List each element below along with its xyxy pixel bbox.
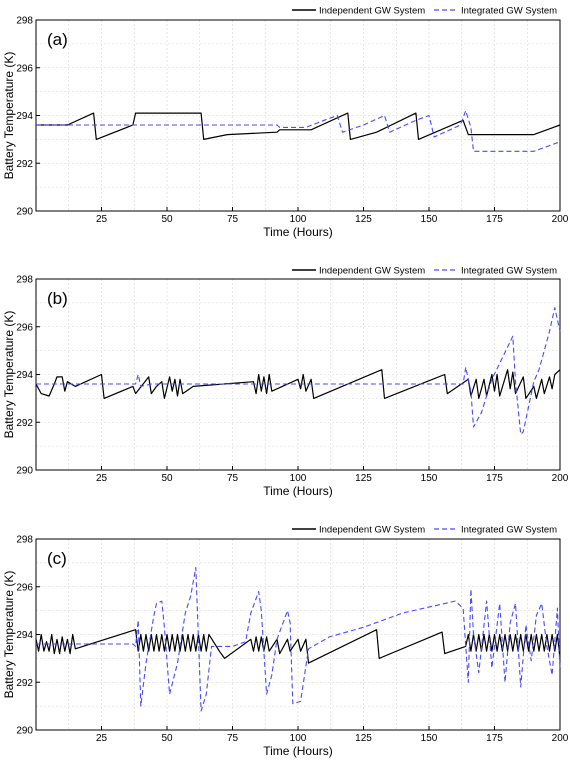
legend: Independent GW System Integrated GW Syste… (292, 6, 557, 17)
y-tick-label: 290 (16, 466, 33, 477)
x-tick-label: 25 (96, 733, 108, 744)
x-tick-label: 200 (552, 214, 569, 225)
x-tick-label: 50 (161, 473, 173, 484)
x-tick-label: 25 (96, 473, 108, 484)
chart-panel-1: 25 50 75 100 125 150 175 200 290 292 294 296 298 Time… (2, 6, 569, 240)
x-tick-label: 175 (486, 214, 503, 225)
y-axis-label: Battery Temperature (K) (2, 52, 16, 180)
x-axis-label: Time (Hours) (263, 225, 333, 239)
panel-label: (b) (47, 289, 68, 308)
x-tick-label: 200 (552, 473, 569, 484)
x-tick-label: 100 (290, 473, 307, 484)
legend-label-integrated: Integrated GW System (461, 525, 557, 536)
y-tick-label: 290 (16, 207, 33, 218)
legend-label-independent: Independent GW System (319, 266, 425, 277)
x-tick-label: 75 (227, 214, 239, 225)
x-tick-label: 100 (290, 733, 307, 744)
x-tick-label: 175 (486, 733, 503, 744)
legend: Independent GW System Integrated GW Syste… (292, 266, 557, 277)
x-tick-label: 25 (96, 214, 108, 225)
x-tick-label: 175 (486, 473, 503, 484)
legend-label-independent: Independent GW System (319, 525, 425, 536)
y-tick-label: 296 (16, 63, 33, 74)
panel-label: (c) (47, 549, 67, 568)
x-tick-label: 200 (552, 733, 569, 744)
x-tick-label: 50 (161, 733, 173, 744)
y-tick-label: 290 (16, 726, 33, 737)
y-tick-label: 292 (16, 678, 33, 689)
x-tick-label: 150 (421, 473, 438, 484)
y-tick-label: 294 (16, 370, 33, 381)
y-tick-label: 292 (16, 159, 33, 170)
y-tick-label: 294 (16, 630, 33, 641)
y-tick-label: 292 (16, 418, 33, 429)
x-tick-label: 125 (355, 473, 372, 484)
x-tick-label: 125 (355, 733, 372, 744)
chart-panel-2: 25 50 75 100 125 150 175 200 290 292 294 296 298 Time… (2, 266, 569, 499)
y-tick-label: 298 (16, 16, 33, 27)
independent-series-line (36, 112, 561, 140)
x-axis-label: Time (Hours) (263, 484, 333, 498)
x-tick-label: 100 (290, 214, 307, 225)
x-tick-label: 150 (421, 214, 438, 225)
integrated-series-line (36, 307, 561, 435)
y-tick-label: 298 (16, 275, 33, 286)
integrated-series-line (36, 110, 561, 152)
x-tick-label: 150 (421, 733, 438, 744)
legend: Independent GW System Integrated GW Syste… (292, 525, 557, 536)
y-tick-label: 294 (16, 111, 33, 122)
independent-series-line (35, 369, 561, 399)
integrated-series-line (36, 567, 561, 712)
x-axis-label: Time (Hours) (263, 744, 333, 758)
y-axis-label: Battery Temperature (K) (2, 311, 16, 439)
x-tick-label: 75 (227, 473, 239, 484)
chart-panel-3: 25 50 75 100 125 150 175 200 290 292 294 296 298 Time… (2, 525, 569, 759)
x-tick-label: 125 (355, 214, 372, 225)
panel-label: (a) (47, 30, 68, 49)
legend-label-independent: Independent GW System (319, 6, 425, 17)
legend-label-integrated: Integrated GW System (461, 266, 557, 277)
y-tick-label: 296 (16, 582, 33, 593)
y-axis-label: Battery Temperature (K) (2, 571, 16, 699)
y-tick-label: 296 (16, 322, 33, 333)
legend-label-integrated: Integrated GW System (461, 6, 557, 17)
x-tick-label: 75 (227, 733, 239, 744)
x-tick-label: 50 (161, 214, 173, 225)
y-tick-label: 298 (16, 535, 33, 546)
